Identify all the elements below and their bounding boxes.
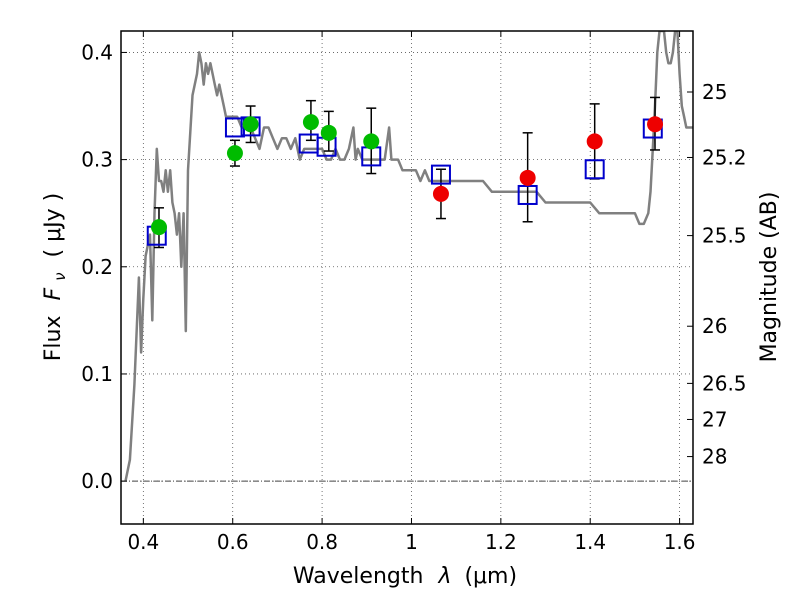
model-square-marker [517,184,538,205]
mag-tick-label: 25.2 [702,145,747,169]
y-axis-label-subscript: ν [51,272,69,280]
observed-flux-point [302,114,319,131]
observed-flux-point [242,116,259,133]
observed-flux-point [150,219,167,236]
y2-axis-label: Magnitude (AB) [757,192,782,363]
x-tick-label: 1.2 [485,530,517,554]
observed-flux-point [226,145,243,162]
model-square-marker [430,164,451,185]
x-tick-label: 1.6 [664,530,696,554]
mag-tick-label: 26.5 [702,371,747,395]
x-tick-label: 0.8 [306,530,338,554]
mag-tick-label: 26 [702,314,727,338]
y-axis-label-unit: ( μJy ) [41,193,66,258]
x-tick-label: 1 [405,530,418,554]
y-axis-label-prefix: Flux [41,315,66,361]
spectrum-line [124,31,693,482]
mag-tick-label: 27 [702,407,727,431]
axis-ticks: 0.4 0.6 0.8 1 1.2 1.4 1.6 0.0 0.1 0.2 0.3 0.4 25 25.2… [81,31,747,554]
x-axis-label: Wavelength λ (μm) [293,564,517,589]
x-tick-label: 0.4 [127,530,159,554]
plot-frame [120,30,694,525]
x-axis-label-prefix: Wavelength [293,564,424,589]
observed-flux-point [432,185,449,202]
plot-area [124,31,693,482]
grid [121,31,693,524]
x-tick-label: 0.6 [217,530,249,554]
observed-flux-point [647,116,664,133]
observed-flux-point [586,133,603,150]
observed-flux-point [363,133,380,150]
y-axis-label: Flux F ν ( μJy ) [41,193,71,361]
model-square-marker [584,159,605,180]
observed-flux-point [320,124,337,141]
mag-tick-label: 28 [702,445,727,469]
y-tick-label: 0.2 [81,255,113,279]
y-tick-label: 0.1 [81,362,113,386]
observed-flux-point [519,169,536,186]
y-tick-label: 0.3 [81,148,113,172]
x-tick-label: 1.4 [574,530,606,554]
y-tick-label: 0.4 [81,40,113,64]
y-tick-label: 0.0 [81,469,113,493]
x-axis-label-symbol: λ [437,564,451,589]
mag-tick-label: 25 [702,80,727,104]
x-axis-label-unit: (μm) [464,564,517,589]
y-axis-label-symbol: F [41,287,66,300]
mag-tick-label: 25.5 [702,224,747,248]
